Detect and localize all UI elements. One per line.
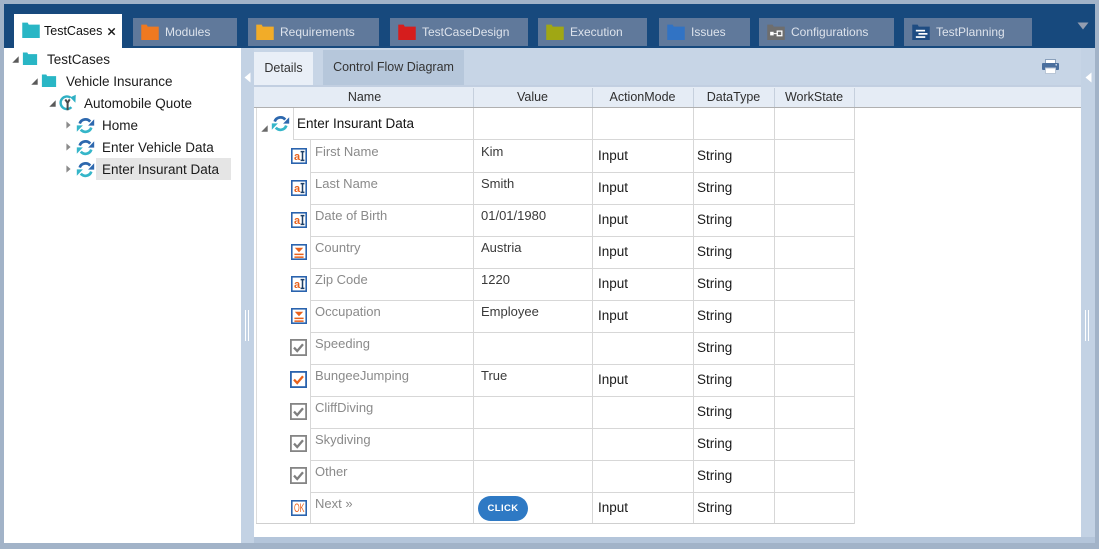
svg-text:OK: OK	[294, 503, 305, 515]
svg-text:a: a	[294, 215, 301, 227]
svg-text:a: a	[294, 183, 301, 195]
svg-text:a: a	[294, 279, 301, 291]
svg-text:a: a	[294, 151, 301, 163]
